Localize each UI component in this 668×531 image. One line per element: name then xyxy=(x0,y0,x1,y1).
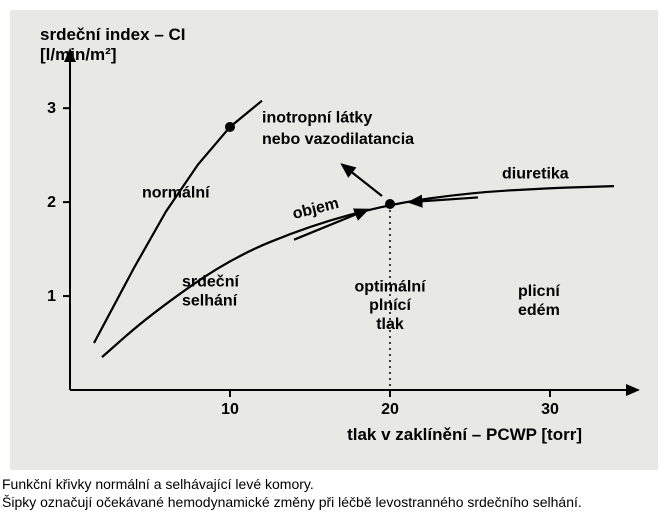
label-opt-3: tlak xyxy=(376,316,404,333)
curve-failure xyxy=(102,186,614,357)
y-title-1: srdeční index – CI xyxy=(40,25,186,44)
point-normal xyxy=(225,122,235,132)
x-tick-label: 20 xyxy=(381,401,399,418)
caption-line-1: Funkční křivky normální a selhávající le… xyxy=(2,475,668,493)
label-srdecni: srdeční xyxy=(182,274,239,291)
label-inotrop-1: inotropní látky xyxy=(262,109,372,126)
label-inotrop-2: nebo vazodilatancia xyxy=(262,131,414,148)
label-diuretika: diuretika xyxy=(502,166,569,183)
label-plicni-2: edém xyxy=(518,302,560,319)
x-tick-label: 30 xyxy=(541,401,559,418)
y-tick-label: 1 xyxy=(47,288,56,305)
caption-line-2: Šipky označují očekávané hemodynamické z… xyxy=(2,493,668,511)
label-plicni-1: plicní xyxy=(518,283,560,300)
label-opt-2: plnící xyxy=(369,297,411,314)
label-selhani: selhání xyxy=(182,292,238,309)
chart-svg: 10 20 30 1 2 3 srdeční index – CI[l/min/m²] nor… xyxy=(10,10,658,470)
label-normal: normální xyxy=(142,184,210,201)
label-opt-1: optimální xyxy=(354,278,426,295)
x-title: tlak v zaklínění – PCWP [torr] xyxy=(347,425,582,444)
y-tick-label: 3 xyxy=(47,100,56,117)
x-tick-label: 10 xyxy=(221,401,239,418)
y-title-2: [l/min/m²] xyxy=(40,45,117,64)
figure-caption: Funkční křivky normální a selhávající le… xyxy=(0,475,668,511)
point-failure xyxy=(385,199,395,209)
arrow-inotrop xyxy=(342,165,382,196)
y-tick-label: 2 xyxy=(47,194,56,211)
chart-panel: 10 20 30 1 2 3 srdeční index – CI[l/min/m²] nor… xyxy=(10,10,658,470)
